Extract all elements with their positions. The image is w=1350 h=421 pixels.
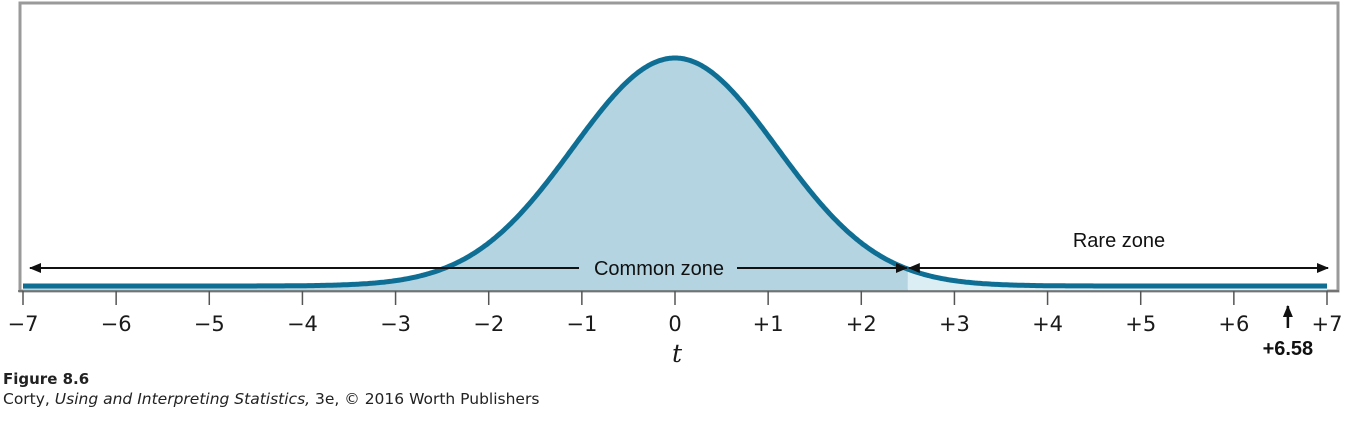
x-tick-label: +5: [1125, 312, 1156, 336]
x-tick-label: −4: [287, 312, 318, 336]
figure-credit: Corty, Using and Interpreting Statistics…: [3, 390, 539, 408]
common-zone-area: [23, 58, 908, 291]
x-tick-label: 0: [668, 312, 681, 336]
credit-author: Corty,: [3, 390, 55, 408]
x-tick-label: +6: [1218, 312, 1249, 336]
x-tick-label: +7: [1312, 312, 1343, 336]
credit-book: Using and Interpreting Statistics,: [54, 390, 311, 408]
x-tick-label: +4: [1032, 312, 1063, 336]
x-tick-label: +3: [939, 312, 970, 336]
figure-title: Figure 8.6: [3, 370, 90, 388]
marker-label: +6.58: [1263, 338, 1314, 360]
x-axis-label: t: [672, 339, 683, 368]
x-tick-label: −5: [194, 312, 225, 336]
x-tick-label: −3: [380, 312, 411, 336]
t-distribution-chart: −7 −6 −5 −4 −3 −2 −1 0 +1 +2 +3 +4 +5 +6 +7 Common zon…: [8, 1, 1343, 368]
x-tick-label: +2: [846, 312, 877, 336]
credit-rest: 3e, © 2016 Worth Publishers: [310, 390, 540, 408]
x-tick-label: +1: [753, 312, 784, 336]
t-distribution-curve: [22, 55, 1328, 289]
x-tick-label: −7: [8, 312, 39, 336]
x-tick-label: −6: [101, 312, 132, 336]
x-tick-label: −2: [473, 312, 504, 336]
rare-zone-label: Rare zone: [1073, 230, 1165, 252]
common-zone-label: Common zone: [594, 258, 724, 280]
x-tick-label: −1: [566, 312, 597, 336]
